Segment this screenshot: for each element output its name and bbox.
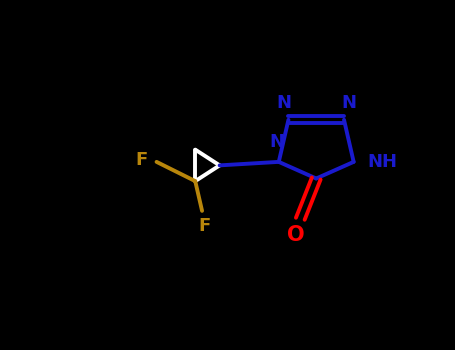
Text: NH: NH	[367, 153, 397, 171]
Text: F: F	[198, 217, 211, 235]
Text: N: N	[276, 94, 291, 112]
Text: N: N	[341, 94, 356, 112]
Text: N: N	[269, 133, 284, 151]
Text: F: F	[135, 151, 147, 169]
Text: O: O	[287, 225, 304, 245]
